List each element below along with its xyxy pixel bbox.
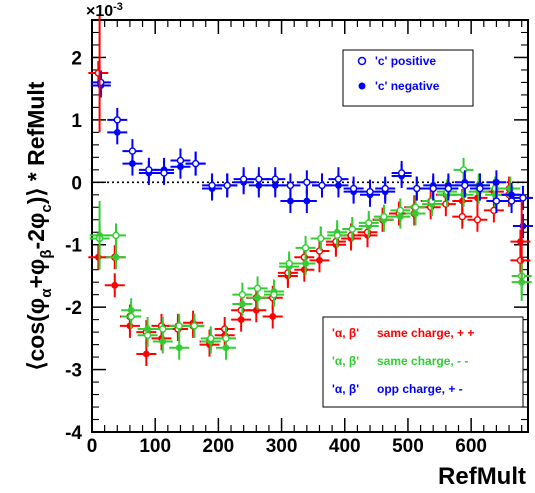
- series-1-open-point: [348, 225, 357, 233]
- series-2-open-point: [176, 156, 185, 165]
- y-tick-label: 2: [71, 48, 82, 69]
- legend-top-label: 'c' negative: [375, 79, 440, 93]
- series-1-filled-point: [460, 191, 467, 199]
- series-2-open-point: [413, 184, 421, 193]
- x-tick-label: 300: [266, 436, 298, 457]
- series-1-open-point: [143, 331, 152, 339]
- series-2-open-point: [519, 194, 527, 202]
- series-2-filled-point: [113, 128, 121, 136]
- series-1-open-point: [333, 231, 341, 240]
- series-2-open-point: [255, 175, 263, 183]
- legend-marker-open: [357, 56, 367, 66]
- x-tick-label: 200: [203, 436, 235, 457]
- series-2-open-point: [397, 169, 406, 177]
- y-tick-label: -3: [65, 361, 82, 382]
- x-tick-label: 600: [455, 436, 487, 457]
- x-tick-label: 400: [329, 436, 361, 457]
- x-tick-label: 500: [392, 436, 424, 457]
- legend-bottom: 'α, β' same charge, + + 'α, β' same charge,…: [322, 316, 524, 408]
- series-2-filled-point: [519, 222, 527, 230]
- series-2-open-point: [461, 181, 469, 190]
- y-tick-label: 1: [71, 111, 82, 132]
- series-2-open-point: [191, 159, 200, 168]
- legend-bottom-prefix: 'α, β': [332, 382, 359, 396]
- series-2-open-point: [271, 175, 279, 183]
- series-0-filled-point: [142, 350, 150, 358]
- series-2-open-point: [145, 166, 153, 174]
- series-1-open-point: [159, 325, 167, 333]
- series-2-open-point: [334, 175, 343, 183]
- series-2-open-point: [160, 169, 168, 177]
- series-2-open-point: [366, 187, 374, 196]
- legend-bottom-prefix: 'α, β': [332, 354, 359, 368]
- series-2-open-point: [429, 184, 437, 193]
- series-1-filled-point: [112, 253, 120, 261]
- series-2-open-point: [318, 181, 326, 190]
- y-tick-label: -1: [65, 236, 82, 257]
- x-tick-label: 0: [87, 436, 98, 457]
- series-1-open-point: [175, 322, 183, 330]
- series-2-open-point: [113, 116, 121, 124]
- series-2-open-point: [286, 181, 295, 190]
- series-1-open-point: [222, 334, 230, 343]
- series-1-open-point: [365, 219, 373, 227]
- series-1-open-point: [301, 244, 310, 252]
- series-2-filled-point: [493, 178, 500, 186]
- series-2-open-point: [303, 178, 311, 187]
- series-2-filled-point: [129, 160, 136, 167]
- x-axis-label: RefMult: [438, 463, 526, 490]
- legend-marker-filled: [358, 82, 366, 90]
- series-2-open-point: [492, 197, 501, 205]
- series-2-open-point: [476, 184, 484, 193]
- series-0-open-point: [473, 216, 482, 224]
- series-1-open-point: [411, 203, 420, 211]
- series-1-filled-point: [159, 338, 167, 345]
- series-0-filled-point: [94, 253, 102, 261]
- legend-bottom-label: same charge, + +: [377, 326, 474, 340]
- legend-bottom-prefix: 'α, β': [332, 326, 359, 340]
- series-0-filled-point: [517, 238, 524, 246]
- series-2-open-point: [381, 184, 389, 193]
- y-tick-label: 0: [71, 173, 82, 194]
- series-2-open-point: [128, 147, 137, 155]
- series-0-filled-point: [458, 197, 466, 205]
- series-2-open-point: [223, 181, 231, 190]
- series-2-filled-point: [287, 197, 294, 205]
- legend-bottom-label: opp charge, + -: [377, 382, 463, 396]
- legend-bottom-box: [322, 316, 524, 408]
- series-0-filled-point: [111, 281, 119, 289]
- series-2-open-point: [507, 197, 516, 205]
- y-tick-label: -4: [65, 423, 82, 444]
- legend-top-label: 'c' positive: [375, 54, 436, 68]
- series-2-open-point: [239, 175, 248, 183]
- series-1-open-point: [270, 290, 278, 299]
- legend-top: 'c' positive 'c' negative: [342, 49, 474, 107]
- series-2-open-point: [349, 184, 358, 193]
- legend-bottom-label: same charge, - -: [377, 354, 468, 368]
- series-2-filled-point: [303, 197, 311, 205]
- y-tick-label: -2: [65, 298, 82, 319]
- series-1-filled-point: [302, 260, 309, 267]
- y-multiplier: ×10-3: [86, 1, 123, 20]
- series-0-filled-point: [269, 313, 277, 320]
- series-1-open-point: [285, 259, 293, 268]
- series-1-open-point: [380, 212, 388, 221]
- series-1-open-point: [238, 290, 247, 299]
- series-2-open-point: [444, 184, 453, 193]
- series-1-open-point: [317, 234, 325, 243]
- series-1-open-point: [207, 334, 215, 343]
- series-2-open-point: [208, 181, 216, 190]
- x-tick-label: 100: [139, 436, 171, 457]
- series-1-open-point: [396, 206, 405, 215]
- series-1-open-point: [112, 231, 120, 240]
- series-0-open-point: [458, 212, 466, 221]
- series-1-open-point: [190, 322, 199, 330]
- series-1-open-point: [253, 284, 262, 293]
- series-1-open-point: [127, 312, 135, 321]
- series-1-filled-point: [175, 344, 183, 352]
- y-axis-label: ⟨cos(φα+φβ-2φc)⟩ * RefMult: [23, 81, 55, 370]
